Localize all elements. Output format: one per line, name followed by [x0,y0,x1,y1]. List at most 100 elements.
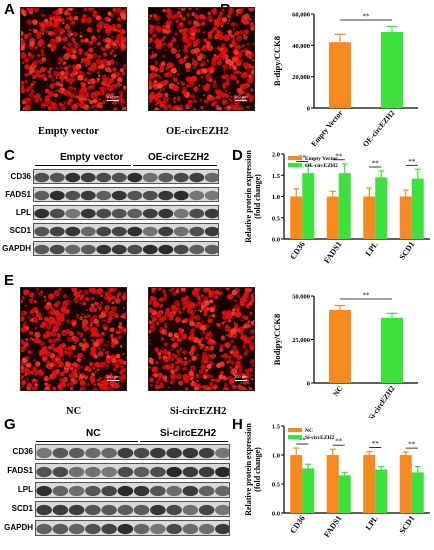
x-tick-label: LPL [364,514,380,532]
y-tick-label: 0 [307,381,310,388]
group-line-right [133,165,217,166]
group-line-left [36,441,138,442]
chart-d: 0.0 0.5 1.0 1.5 2.0 Relative protein expressi… [244,150,430,265]
y-tick-label: 60,000 [292,12,310,19]
bar [381,317,403,383]
scale-bar [235,100,247,101]
significance-label: ** [363,292,371,300]
blot-label-cd36: CD36 [10,171,31,181]
x-tick-label: LPL [364,240,380,258]
blot-strip-gapdh [35,520,230,536]
blot-strip-cd36 [33,169,219,184]
y-tick-label: 0.0 [272,237,280,244]
caption-si-circezh2: Si-circEZH2 [170,406,227,417]
blot-strip-fads1 [33,187,219,202]
chart-h: 0.0 0.5 1.0 1.5 Relative protein expression(… [244,423,430,539]
bar [399,196,412,239]
western-blot-c [33,169,219,259]
y-tick-label: 0 [307,106,310,113]
bar [411,472,424,513]
bar [326,196,339,239]
scale-bar [235,380,247,381]
significance-label: ** [363,13,371,21]
significance-label: ** [299,154,307,162]
significance-label: ** [372,440,380,448]
panel-label-h: H [232,416,243,433]
bar [363,455,376,513]
bar [326,455,339,513]
blot-group-oe-circezh2: OE-circEZH2 [148,152,210,163]
blot-strip-fads1 [35,463,230,479]
scale-bar-text: 100 µm [106,94,120,99]
y-axis-label: B-dipy/CCK8 [272,36,282,86]
y-tick-label: 2.0 [272,152,280,159]
blot-group-empty-vector: Empty vector [60,152,124,163]
blot-strip-scd1 [35,501,230,517]
western-blot-g [35,444,230,540]
y-tick-label: 0.0 [272,511,280,518]
y-tick-label: 25,000 [292,337,310,344]
blot-label-lpl: LPL [15,207,31,217]
y-tick-label: 1.0 [272,194,280,201]
y-tick-label: 1.5 [272,173,281,180]
blot-group-si-circezh2: Si-circEZH2 [160,428,217,439]
bar [290,455,303,513]
blot-label-fads1: FADS1 [7,466,33,475]
x-tick-label: FADS1 [322,240,343,265]
legend-swatch [288,156,302,160]
micrograph-si-circezh2: 100 µm [148,287,255,391]
micrograph-oe-circezh2: 100 µm [148,7,255,111]
bar [302,173,315,239]
blot-row-labels-g: CD36 FADS1 LPL SCD1 GAPDH [0,444,33,540]
significance-label: ** [408,441,416,449]
blot-label-fads1: FADS1 [5,189,31,199]
y-tick-label: 1.0 [272,453,280,460]
blot-label-gapdh: GAPDH [4,523,33,532]
y-axis-label: Bodipy/CCK8 [272,314,282,366]
legend-label: NC [305,428,313,434]
significance-label: ** [335,152,343,160]
blot-strip-scd1 [33,223,219,238]
legend-label: Si-circEZH2 [305,435,335,441]
x-tick-label: CD36 [288,514,307,535]
group-line-left [35,165,131,166]
bar [302,468,315,513]
y-tick-label: 40,000 [292,43,310,50]
blot-strip-lpl [33,205,219,220]
y-tick-label: 50,000 [292,294,310,301]
legend-swatch [288,428,302,432]
significance-label: ** [299,437,307,445]
bar [338,173,351,239]
scale-bar-text: 100 µm [106,374,120,379]
significance-label: ** [372,160,380,168]
scale-bar-text: 100 µm [234,94,248,99]
blot-label-scd1: SCD1 [11,504,33,513]
bar [363,196,376,239]
blot-label-scd1: SCD1 [9,225,31,235]
bar [381,32,403,109]
scale-bar-text: 100 µm [234,374,248,379]
panel-label-e: E [4,272,15,289]
y-tick-label: 1.5 [272,424,281,431]
blot-group-nc: NC [86,428,101,439]
y-tick-label: 0.5 [272,482,281,489]
caption-oe-circezh2: OE-circEZH2 [166,126,229,137]
caption-empty-vector: Empty vector [38,126,99,137]
legend-swatch [288,435,302,439]
group-line-right [140,441,228,442]
blot-row-labels-c: CD36 FADS1 LPL SCD1 GAPDH [0,169,31,259]
x-tick-label: SCD1 [398,240,417,262]
y-axis-label: Relative protein expression(fold change) [244,150,262,243]
x-tick-label: NC [331,384,345,398]
micrograph-empty-vector: 100 µm [20,7,127,111]
blot-label-lpl: LPL [17,485,33,494]
scale-bar [107,100,119,101]
x-tick-label: FADS1 [322,514,343,539]
x-tick-label: CD36 [288,240,307,261]
panel-label-c: C [4,147,15,164]
bar [411,178,424,239]
micrograph-nc: 100 µm [20,287,127,391]
y-axis-label: Relative protein expression(fold change) [244,423,262,516]
